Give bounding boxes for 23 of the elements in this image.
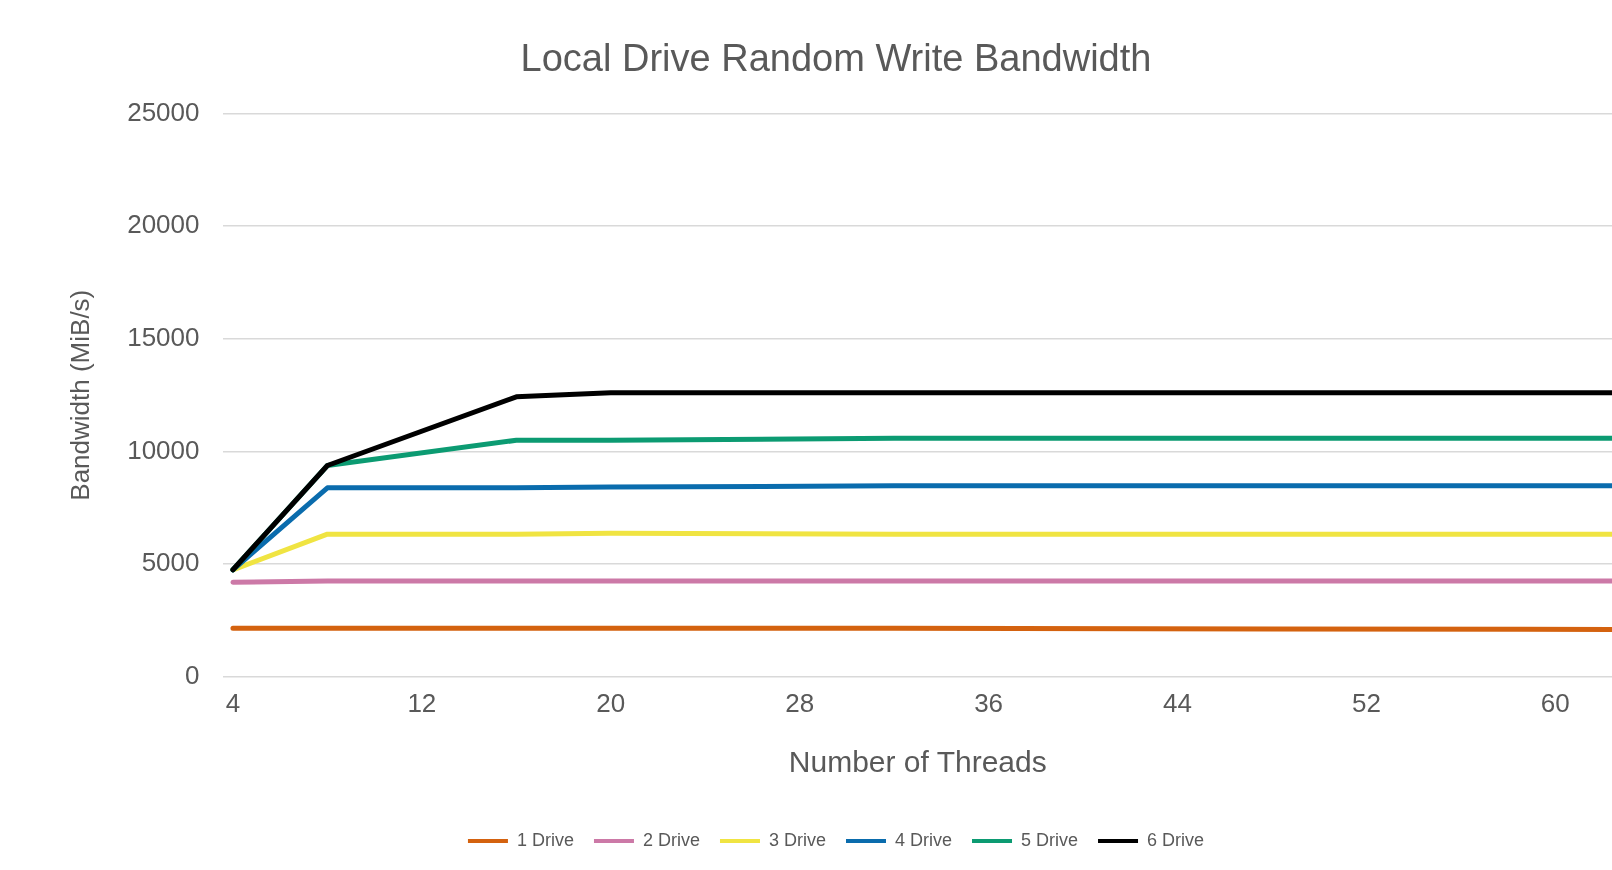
x-tick-label: 60 [1540,687,1570,718]
x-tick-label: 12 [407,687,437,718]
chart-title: Local Drive Random Write Bandwidth [520,37,1152,80]
y-tick-label: 0 [185,659,200,690]
legend-label: 3 Drive [768,829,826,850]
legend-label: 1 Drive [516,829,574,850]
x-tick-label: 20 [596,687,626,718]
legend-label: 2 Drive [642,829,700,850]
x-tick-label: 52 [1351,687,1381,718]
y-axis-title: Bandwidth (MiB/s) [64,289,95,501]
x-axis-title: Number of Threads [788,745,1047,779]
y-tick-label: 25000 [127,96,200,127]
legend-label: 4 Drive [895,829,953,850]
y-tick-label: 10000 [127,434,200,465]
x-tick-label: 28 [785,687,815,718]
y-tick-label: 5000 [141,547,200,578]
legend-label: 6 Drive [1147,829,1205,850]
y-tick-label: 15000 [127,322,200,353]
legend-label: 5 Drive [1021,829,1079,850]
x-tick-label: 4 [225,687,241,718]
y-tick-label: 20000 [127,209,200,240]
x-tick-label: 36 [974,687,1004,718]
x-tick-label: 44 [1163,687,1192,718]
